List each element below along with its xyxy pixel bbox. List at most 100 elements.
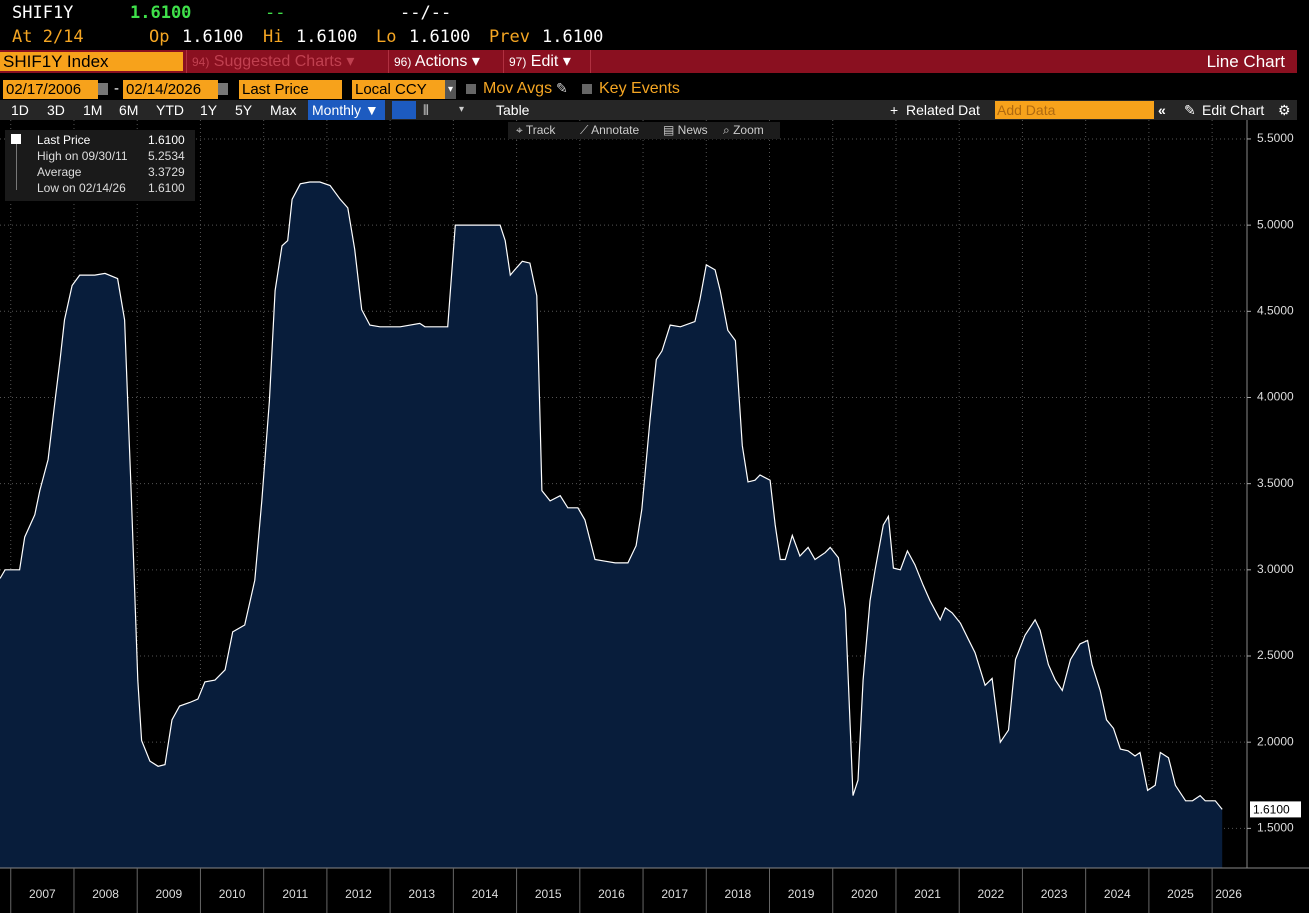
calendar-icon[interactable] [98,83,108,95]
period[interactable]: 3D [47,102,65,118]
table-button[interactable]: Table [496,102,530,118]
x-tick-label: 2014 [472,887,499,901]
x-tick-label: 2013 [408,887,435,901]
y-tick-label: 2.0000 [1257,734,1294,748]
x-tick-label: 2022 [977,887,1004,901]
x-tick-label: 2007 [29,887,56,901]
legend-value: 5.2534 [148,149,185,163]
checkbox[interactable] [466,84,476,94]
tool-label: Zoom [733,123,764,137]
dropdown-arrow[interactable]: ▾ [445,80,456,99]
end-date[interactable]: 02/14/2026 [123,80,218,99]
menu-bar: SHIF1Y Index 94) Suggested Charts ▾ 96) … [0,50,1297,73]
tools-strip: ⌖ Track ⟋ Annotate ▤ News ⌕ Zoom [508,122,780,139]
tool[interactable]: ⌖ Track [516,123,556,137]
menu-num: 96) [394,55,412,69]
y-tick-label: 2.5000 [1257,648,1294,662]
checkbox[interactable] [582,84,592,94]
x-tick-label: 2012 [345,887,372,901]
edit-chart[interactable]: Edit Chart [1202,102,1265,118]
menu-item[interactable]: 94) Suggested Charts ▾ [186,50,385,73]
collapse[interactable]: « [1158,102,1166,118]
currency-select[interactable]: Local CCY [352,80,445,99]
period[interactable]: 5Y [235,102,253,118]
field-select[interactable]: Last Price [239,80,342,99]
change: -- [265,3,286,23]
pencil-icon[interactable]: ✎ [556,80,568,96]
legend-value: 1.6100 [148,181,185,195]
security-box[interactable]: SHIF1Y Index [0,52,183,71]
add-data-input[interactable]: Add Data [995,101,1154,119]
x-tick-label: 2016 [598,887,625,901]
tool-label: News [677,123,708,137]
x-tick-label: 2024 [1104,887,1131,901]
legend-label: High on 09/30/11 [37,149,128,163]
period[interactable]: 6M [119,102,139,118]
line [0,181,1223,810]
hi: 1.6100 [296,27,358,47]
key-events[interactable]: Key Events [599,80,680,97]
related-data[interactable]: Related Dat [906,102,980,118]
area-fill [0,182,1223,868]
gear-icon[interactable]: ⚙ [1278,102,1291,118]
end-date-text: 02/14/2026 [126,81,202,98]
chart: 1.5000 2.0000 2.5000 3.0000 3.5000 4.0000 4.50… [0,120,1309,913]
start-date-text: 02/17/2006 [6,81,82,98]
legend-bracket [16,144,17,190]
y-tick-label: 3.5000 [1257,476,1294,490]
dropdown[interactable]: ▾ [459,104,465,115]
period[interactable]: YTD [156,102,184,118]
lo: 1.6100 [409,27,471,47]
start-date[interactable]: 02/17/2006 [3,80,98,99]
period[interactable]: 1D [11,102,29,118]
bar-icon[interactable]: ⫴ [423,102,429,118]
price: 1.6100 [130,3,192,23]
legend-label: Last Price [37,133,91,147]
ticker: SHIF1Y [12,3,74,23]
legend-label: Average [37,165,82,179]
frequency: Monthly [312,102,362,118]
lo-label: Lo [376,27,397,47]
y-tick-label: 3.0000 [1257,562,1294,576]
menu-label: Edit [530,53,559,70]
calendar-icon[interactable] [218,83,228,95]
line-icon[interactable] [392,101,416,119]
legend-value: 3.3729 [148,165,185,179]
y-tick-label: 5.0000 [1257,217,1294,231]
x-tick-label: 2011 [282,887,308,901]
x-tick-label: 2019 [788,887,815,901]
x-tick-label: 2020 [851,887,878,901]
period[interactable]: 1M [83,102,103,118]
plus: + [890,102,899,118]
legend-swatch [11,134,21,144]
last-price-label: 1.6100 [1253,803,1290,817]
tool[interactable]: ⟋ Annotate [580,123,640,137]
y-tick-label: 4.5000 [1257,303,1294,317]
menu-label: Suggested Charts [213,53,342,70]
tool-label: Annotate [591,123,640,137]
x-tick-label: 2015 [535,887,562,901]
tool[interactable]: ▤ News [663,123,708,137]
menu-label: Actions [414,53,468,70]
mov-avgs[interactable]: Mov Avgs [483,80,553,97]
x-tick-label: 2023 [1041,887,1068,901]
frequency-select[interactable]: Monthly ▼ [308,100,385,120]
hi-label: Hi [263,27,284,47]
menu-item[interactable]: 97) Edit ▾ [503,50,591,73]
period[interactable]: 1Y [200,102,218,118]
menu-num: 94) [192,55,210,69]
change-pct: --/-- [400,3,452,23]
date-separator: - [114,80,119,97]
legend-value: 1.6100 [148,133,185,147]
period[interactable]: Max [270,102,297,118]
x-tick-label: 2021 [914,887,941,901]
menu-item[interactable]: 96) Actions ▾ [388,50,501,73]
x-tick-label: 2008 [92,887,119,901]
currency-text: Local CCY [355,81,427,98]
x-tick-label: 2018 [725,887,752,901]
chart-kind[interactable]: Line Chart [1206,52,1285,71]
tool[interactable]: ⌕ Zoom [723,123,764,137]
pencil-icon[interactable]: ✎ [1184,102,1196,118]
security: SHIF1Y Index [3,52,109,71]
